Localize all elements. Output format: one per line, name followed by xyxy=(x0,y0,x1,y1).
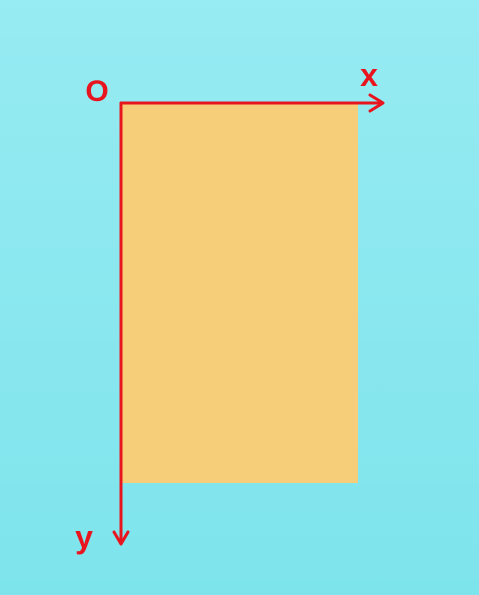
x-axis-label: x xyxy=(360,57,378,93)
origin-label: O xyxy=(85,75,108,108)
screen-rectangle xyxy=(121,103,358,483)
y-axis-arrowhead xyxy=(112,530,130,546)
x-axis-arrowhead xyxy=(368,93,385,113)
y-axis-label: y xyxy=(75,519,93,555)
